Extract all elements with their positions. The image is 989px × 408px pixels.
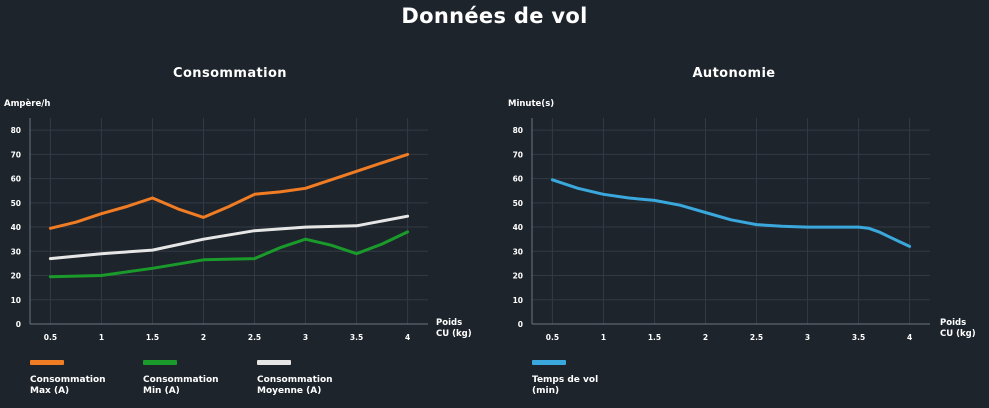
y-tick-label: 10 <box>11 296 21 305</box>
x-tick-label: 3 <box>303 333 308 342</box>
x-axis-label: CU (kg) <box>436 329 472 339</box>
legend-label-line: Consommation <box>143 375 219 385</box>
legend-item: Temps de vol (min) <box>532 360 627 397</box>
y-tick-label: 60 <box>11 175 21 184</box>
x-axis-label: Poids <box>436 318 462 328</box>
x-tick-label: 1 <box>99 333 104 342</box>
y-tick-label: 80 <box>11 126 21 135</box>
y-axis-label: Minute(s) <box>508 99 554 109</box>
y-tick-label: 40 <box>11 223 21 232</box>
y-tick-label: 20 <box>11 272 21 281</box>
x-tick-label: 3.5 <box>852 333 865 342</box>
series-line-0-0 <box>48 152 410 230</box>
legend-label-line: Min (A) <box>143 386 180 396</box>
y-tick-label: 80 <box>513 126 523 135</box>
legend-swatch <box>143 360 177 365</box>
x-tick-label: 2.5 <box>750 333 763 342</box>
x-axis-label: CU (kg) <box>940 329 976 339</box>
x-tick-label: 1.5 <box>648 333 661 342</box>
x-tick-label: 2 <box>201 333 206 342</box>
legend-label-line: Moyenne (A) <box>257 386 322 396</box>
y-tick-label: 60 <box>513 175 523 184</box>
x-tick-label: 1.5 <box>146 333 159 342</box>
legend-label-line: Max (A) <box>30 386 70 396</box>
x-tick-label: 3.5 <box>350 333 363 342</box>
page-title: Données de vol <box>401 4 588 28</box>
x-tick-label: 0.5 <box>44 333 57 342</box>
x-tick-label: 1 <box>601 333 606 342</box>
legend-swatch <box>30 360 64 365</box>
y-tick-label: 20 <box>513 272 523 281</box>
x-tick-label: 3 <box>805 333 810 342</box>
y-tick-label: 30 <box>513 247 523 256</box>
x-tick-label: 2 <box>703 333 708 342</box>
y-tick-label: 0 <box>518 320 523 329</box>
x-tick-label: 4 <box>907 333 912 342</box>
x-tick-label: 0.5 <box>546 333 559 342</box>
legend-label: Consommation Moyenne (A) <box>257 375 352 397</box>
legend-swatch <box>257 360 291 365</box>
y-tick-label: 70 <box>11 150 21 159</box>
legend-item: Consommation Moyenne (A) <box>257 360 352 397</box>
y-tick-label: 70 <box>513 150 523 159</box>
series-line-1-0 <box>550 178 912 248</box>
legend-label-line: Consommation <box>30 375 106 385</box>
legend-item: Consommation Max (A) <box>30 360 125 397</box>
y-tick-label: 10 <box>513 296 523 305</box>
legend-label-line: Temps de vol <box>532 375 599 385</box>
y-tick-label: 40 <box>513 223 523 232</box>
legend-label: Consommation Max (A) <box>30 375 125 397</box>
legend-label-line: Consommation <box>257 375 333 385</box>
y-tick-label: 50 <box>513 199 523 208</box>
y-axis-label: Ampère/h <box>4 98 50 109</box>
series-line-0-2 <box>48 214 410 261</box>
chart-title-autonomie: Autonomie <box>692 66 776 81</box>
x-tick-label: 4 <box>405 333 410 342</box>
legend-swatch <box>532 360 566 365</box>
x-tick-label: 2.5 <box>248 333 261 342</box>
chart-title-consommation: Consommation <box>173 66 287 81</box>
y-tick-label: 0 <box>16 320 21 329</box>
legend-label: Temps de vol (min) <box>532 375 627 397</box>
y-tick-label: 50 <box>11 199 21 208</box>
y-tick-label: 30 <box>11 247 21 256</box>
legend-item: Consommation Min (A) <box>143 360 238 397</box>
x-axis-label: Poids <box>940 318 966 328</box>
legend-label: Consommation Min (A) <box>143 375 238 397</box>
series-line-0-1 <box>48 230 410 279</box>
legend-label-line: (min) <box>532 386 560 396</box>
